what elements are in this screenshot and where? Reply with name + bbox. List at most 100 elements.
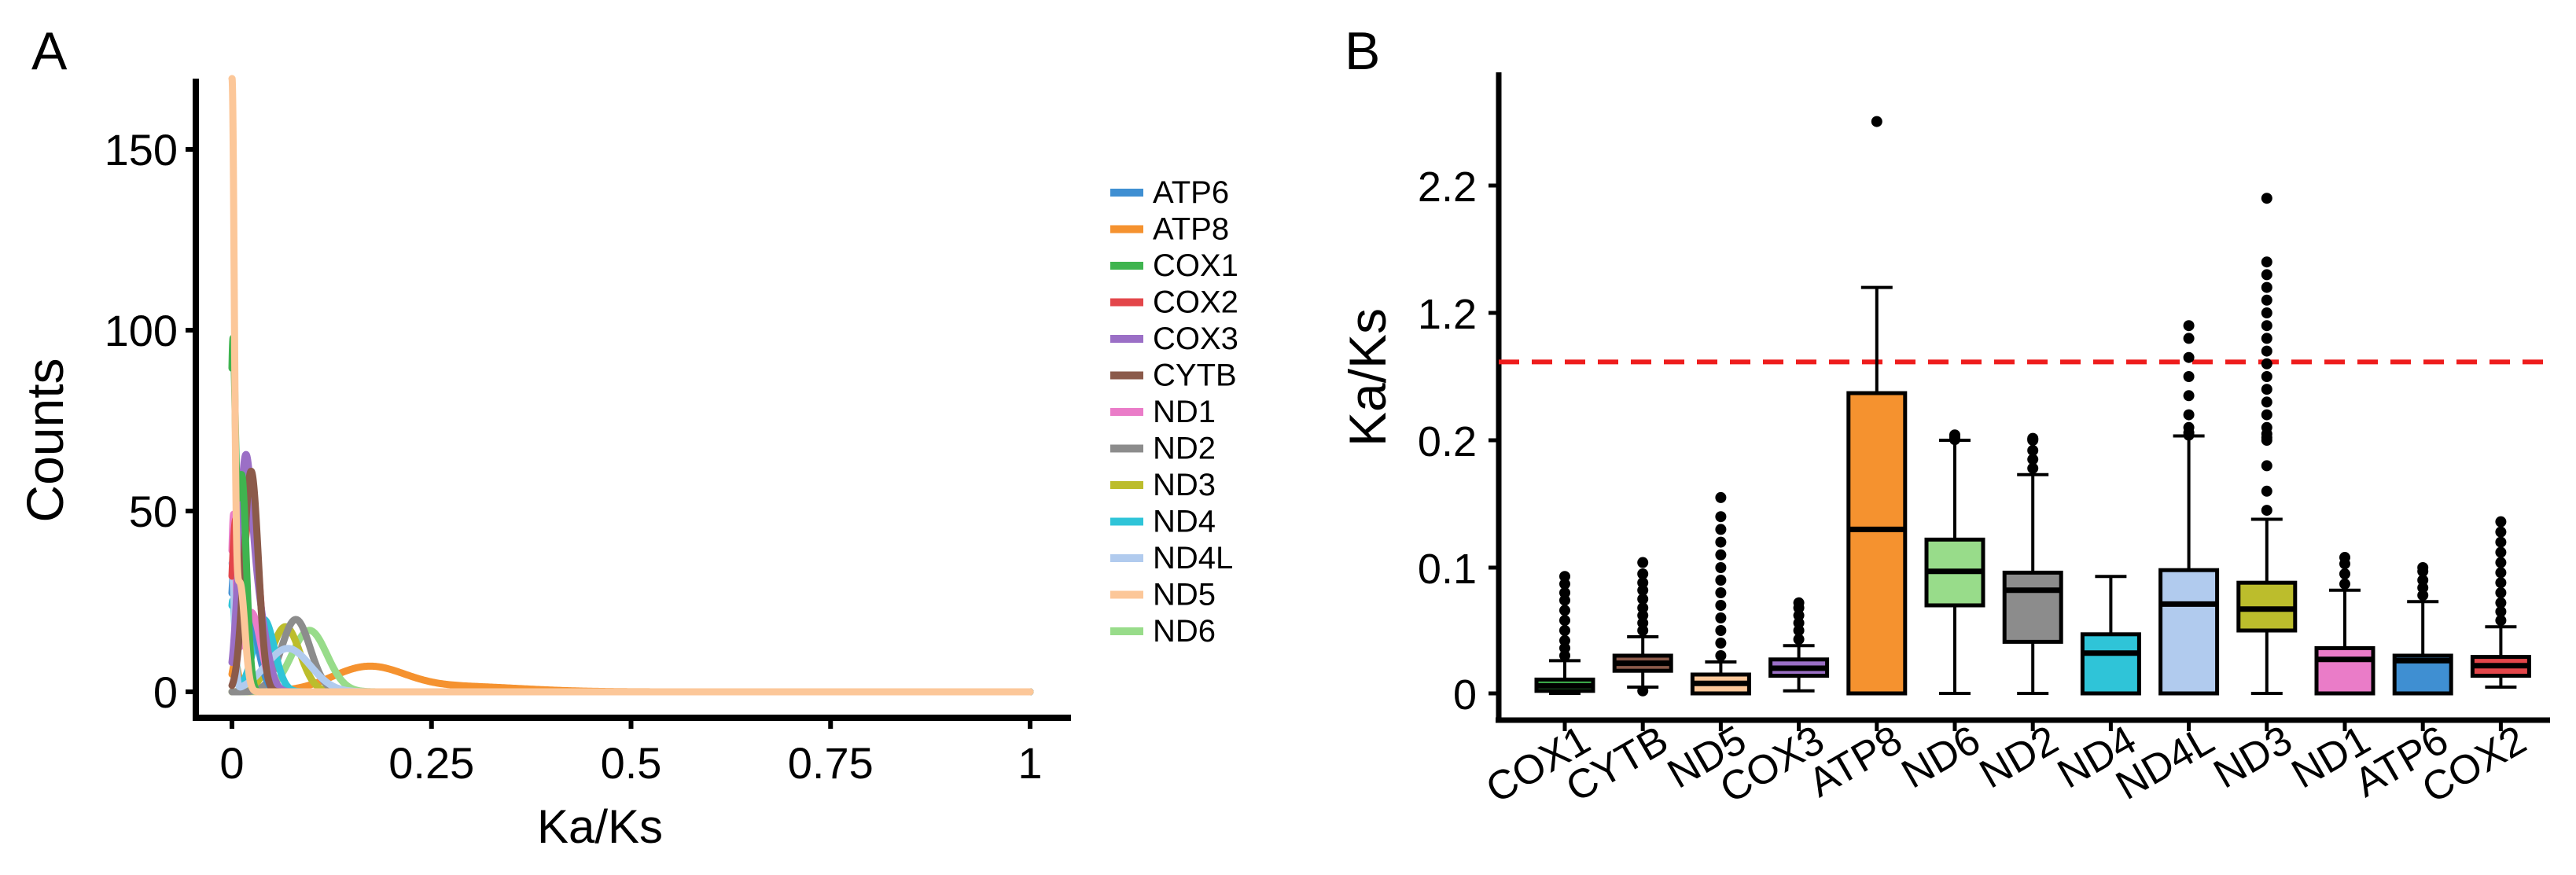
box-outlier — [1559, 650, 1570, 661]
density-y-tick-label: 0 — [153, 667, 178, 717]
density-curve-nd4 — [228, 597, 1034, 696]
density-curves — [228, 75, 1034, 696]
box-outlier — [2261, 307, 2272, 318]
density-curve-cox3 — [228, 450, 1034, 696]
box-outlier — [1559, 605, 1570, 616]
legend-label-nd6: ND6 — [1153, 614, 1216, 649]
box-outlier — [1793, 634, 1805, 645]
box-outlier — [1637, 625, 1649, 636]
box-outlier — [2495, 615, 2507, 627]
box-y-tick-label: 0.2 — [1418, 418, 1477, 465]
legend-label-cox1: COX1 — [1153, 248, 1238, 283]
box-x-tick-label: ATP8 — [1801, 717, 1910, 806]
box-outlier — [1637, 568, 1649, 579]
box-outlier — [2495, 516, 2507, 528]
box-outlier — [1559, 634, 1570, 646]
box-outlier — [2261, 460, 2272, 472]
box-outlier — [1715, 524, 1727, 535]
box-y-tick-label: 2.2 — [1418, 164, 1477, 211]
box-outlier — [1793, 597, 1805, 608]
panel-label-a: A — [31, 21, 68, 81]
box-outlier — [1559, 571, 1570, 583]
box-outlier — [2417, 562, 2429, 573]
box-iqr — [2002, 570, 2063, 644]
box-cox1 — [1534, 571, 1595, 695]
box-outlier — [1559, 587, 1570, 598]
box-outlier — [1637, 584, 1649, 596]
box-iqr — [1846, 391, 1908, 696]
box-outlier — [2183, 421, 2195, 433]
box-outlier — [1637, 557, 1649, 568]
legend-label-nd3: ND3 — [1153, 468, 1216, 502]
box-y-axis-label: Ka/Ks — [1338, 308, 1397, 447]
density-curve-cox1 — [228, 334, 1034, 696]
density-plot: 0 50 100 150 0 0.25 0.5 0.75 1 Ka/Ks Counts ATP… — [16, 75, 1238, 853]
density-x-ticks: 0 0.25 0.5 0.75 1 — [219, 718, 1043, 788]
legend-label-nd4: ND4 — [1153, 505, 1216, 539]
box-outlier — [1637, 602, 1649, 614]
box-outlier — [2261, 384, 2272, 395]
box-outlier — [2417, 575, 2429, 586]
box-outlier — [2261, 485, 2272, 497]
box-outlier — [1715, 511, 1727, 523]
box-outlier — [2261, 269, 2272, 281]
box-y-tick-label: 0.1 — [1418, 546, 1477, 593]
box-outlier — [1871, 116, 1882, 127]
box-outlier — [2261, 396, 2272, 408]
box-outlier — [1793, 625, 1805, 636]
box-outlier — [2261, 333, 2272, 344]
box-outlier — [2027, 444, 2039, 456]
box-outlier — [1637, 617, 1649, 629]
legend-label-cox3: COX3 — [1153, 322, 1238, 356]
density-x-tick-label: 1 — [1018, 738, 1042, 788]
box-outlier — [2261, 193, 2272, 204]
box-outlier — [2339, 552, 2350, 564]
box-outlier — [2417, 582, 2429, 594]
density-curve-nd1 — [228, 510, 1034, 696]
box-outlier — [2495, 536, 2507, 548]
box-outlier — [2495, 587, 2507, 598]
box-outlier — [1637, 594, 1649, 605]
density-x-tick-label: 0.75 — [788, 738, 874, 788]
box-outlier — [2495, 606, 2507, 617]
box-outlier — [2339, 578, 2350, 590]
box-atp8 — [1846, 116, 1908, 696]
density-x-tick-label: 0 — [219, 738, 244, 788]
box-outlier — [2183, 409, 2195, 421]
legend: ATP6ATP8COX1COX2COX3CYTBND1ND2ND3ND4ND4L… — [1110, 175, 1238, 649]
box-outlier — [1559, 594, 1570, 606]
box-cox3 — [1768, 597, 1830, 693]
box-outlier — [2495, 577, 2507, 589]
box-outlier — [1715, 587, 1727, 598]
box-outlier — [2339, 568, 2350, 579]
box-outlier — [2027, 462, 2039, 474]
box-outlier — [2183, 320, 2195, 332]
density-curve-cytb — [228, 467, 1034, 696]
legend-label-nd5: ND5 — [1153, 578, 1216, 612]
box-nd5 — [1690, 491, 1751, 696]
box-outlier — [2183, 333, 2195, 344]
box-outlier — [1637, 577, 1649, 589]
box-cytb — [1612, 557, 1673, 697]
box-iqr — [2080, 632, 2141, 696]
panel-label-b: B — [1345, 21, 1380, 81]
box-outlier — [1715, 562, 1727, 573]
box-outlier — [2261, 505, 2272, 517]
density-curve-nd5 — [228, 75, 1034, 696]
box-outlier — [2495, 526, 2507, 538]
box-outlier — [2261, 294, 2272, 306]
box-outlier — [1559, 615, 1570, 627]
box-outlier — [1793, 609, 1805, 621]
box-outlier — [2261, 256, 2272, 268]
box-outlier — [1559, 578, 1570, 590]
legend-label-nd2: ND2 — [1153, 432, 1216, 466]
box-outlier — [1559, 642, 1570, 654]
boxes — [1534, 116, 2531, 697]
box-outlier — [1637, 685, 1649, 697]
density-curve-nd3 — [228, 623, 1034, 696]
box-nd4 — [2080, 575, 2141, 696]
box-outlier — [1715, 625, 1727, 636]
box-outlier — [2261, 345, 2272, 357]
